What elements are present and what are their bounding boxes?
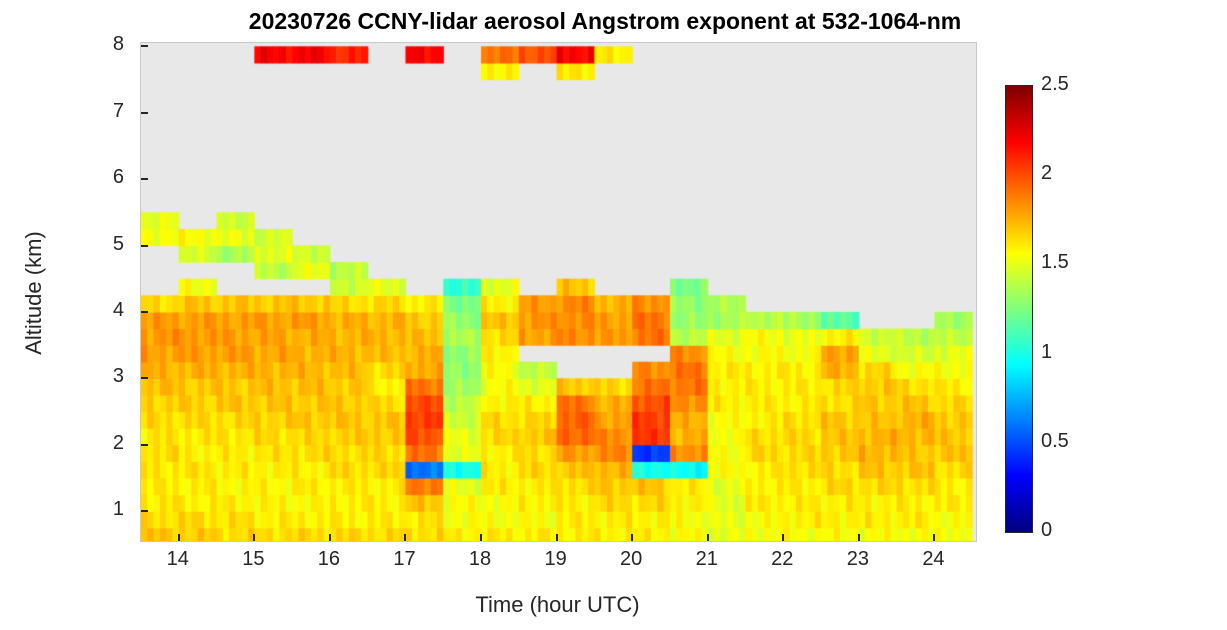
x-tick-label: 23 bbox=[846, 548, 869, 570]
colorbar-tick-label: 1.5 bbox=[1041, 251, 1069, 274]
x-tick-label: 21 bbox=[695, 548, 718, 570]
heatmap-canvas bbox=[141, 43, 976, 541]
y-tick-label: 8 bbox=[112, 33, 124, 56]
y-tick-label: 7 bbox=[112, 99, 124, 122]
colorbar bbox=[1005, 85, 1033, 533]
colorbar-tick-label: 1 bbox=[1041, 340, 1053, 363]
colorbar-tick-label: 0.5 bbox=[1041, 429, 1069, 452]
x-tick-label: 16 bbox=[317, 548, 341, 570]
y-tick-label: 4 bbox=[112, 298, 124, 321]
y-axis-label: Altitude (km) bbox=[21, 231, 46, 355]
x-tick-label: 19 bbox=[544, 548, 567, 570]
x-tick-label: 17 bbox=[393, 548, 416, 570]
x-tick-label: 22 bbox=[771, 548, 794, 570]
x-axis-tick-labels: 14 15 16 17 18 19 20 21 22 23 24 bbox=[140, 548, 975, 576]
x-tick-label: 18 bbox=[468, 548, 492, 570]
x-tick-label: 24 bbox=[922, 548, 945, 570]
y-tick-label: 1 bbox=[112, 498, 124, 521]
x-axis-label: Time (hour UTC) bbox=[475, 592, 640, 617]
x-tick-label: 14 bbox=[166, 548, 189, 570]
x-tick-label: 15 bbox=[242, 548, 265, 570]
plot-area bbox=[140, 42, 977, 542]
x-tick-label: 20 bbox=[620, 548, 643, 570]
colorbar-tick-label: 0 bbox=[1041, 519, 1053, 541]
chart-title: 20230726 CCNY-lidar aerosol Angstrom exp… bbox=[248, 8, 962, 34]
colorbar-tick-label: 2.5 bbox=[1041, 73, 1069, 95]
colorbar-canvas bbox=[1006, 86, 1032, 532]
y-tick-label: 2 bbox=[112, 431, 124, 454]
colorbar-tick-labels: 0 0.5 1 1.5 2 2.5 bbox=[1041, 73, 1101, 541]
y-tick-label: 3 bbox=[112, 365, 124, 388]
y-axis-tick-labels: 1 2 3 4 5 6 7 8 bbox=[94, 33, 130, 540]
colorbar-tick-label: 2 bbox=[1041, 162, 1053, 185]
y-tick-label: 5 bbox=[112, 232, 124, 255]
y-tick-label: 6 bbox=[112, 166, 124, 189]
